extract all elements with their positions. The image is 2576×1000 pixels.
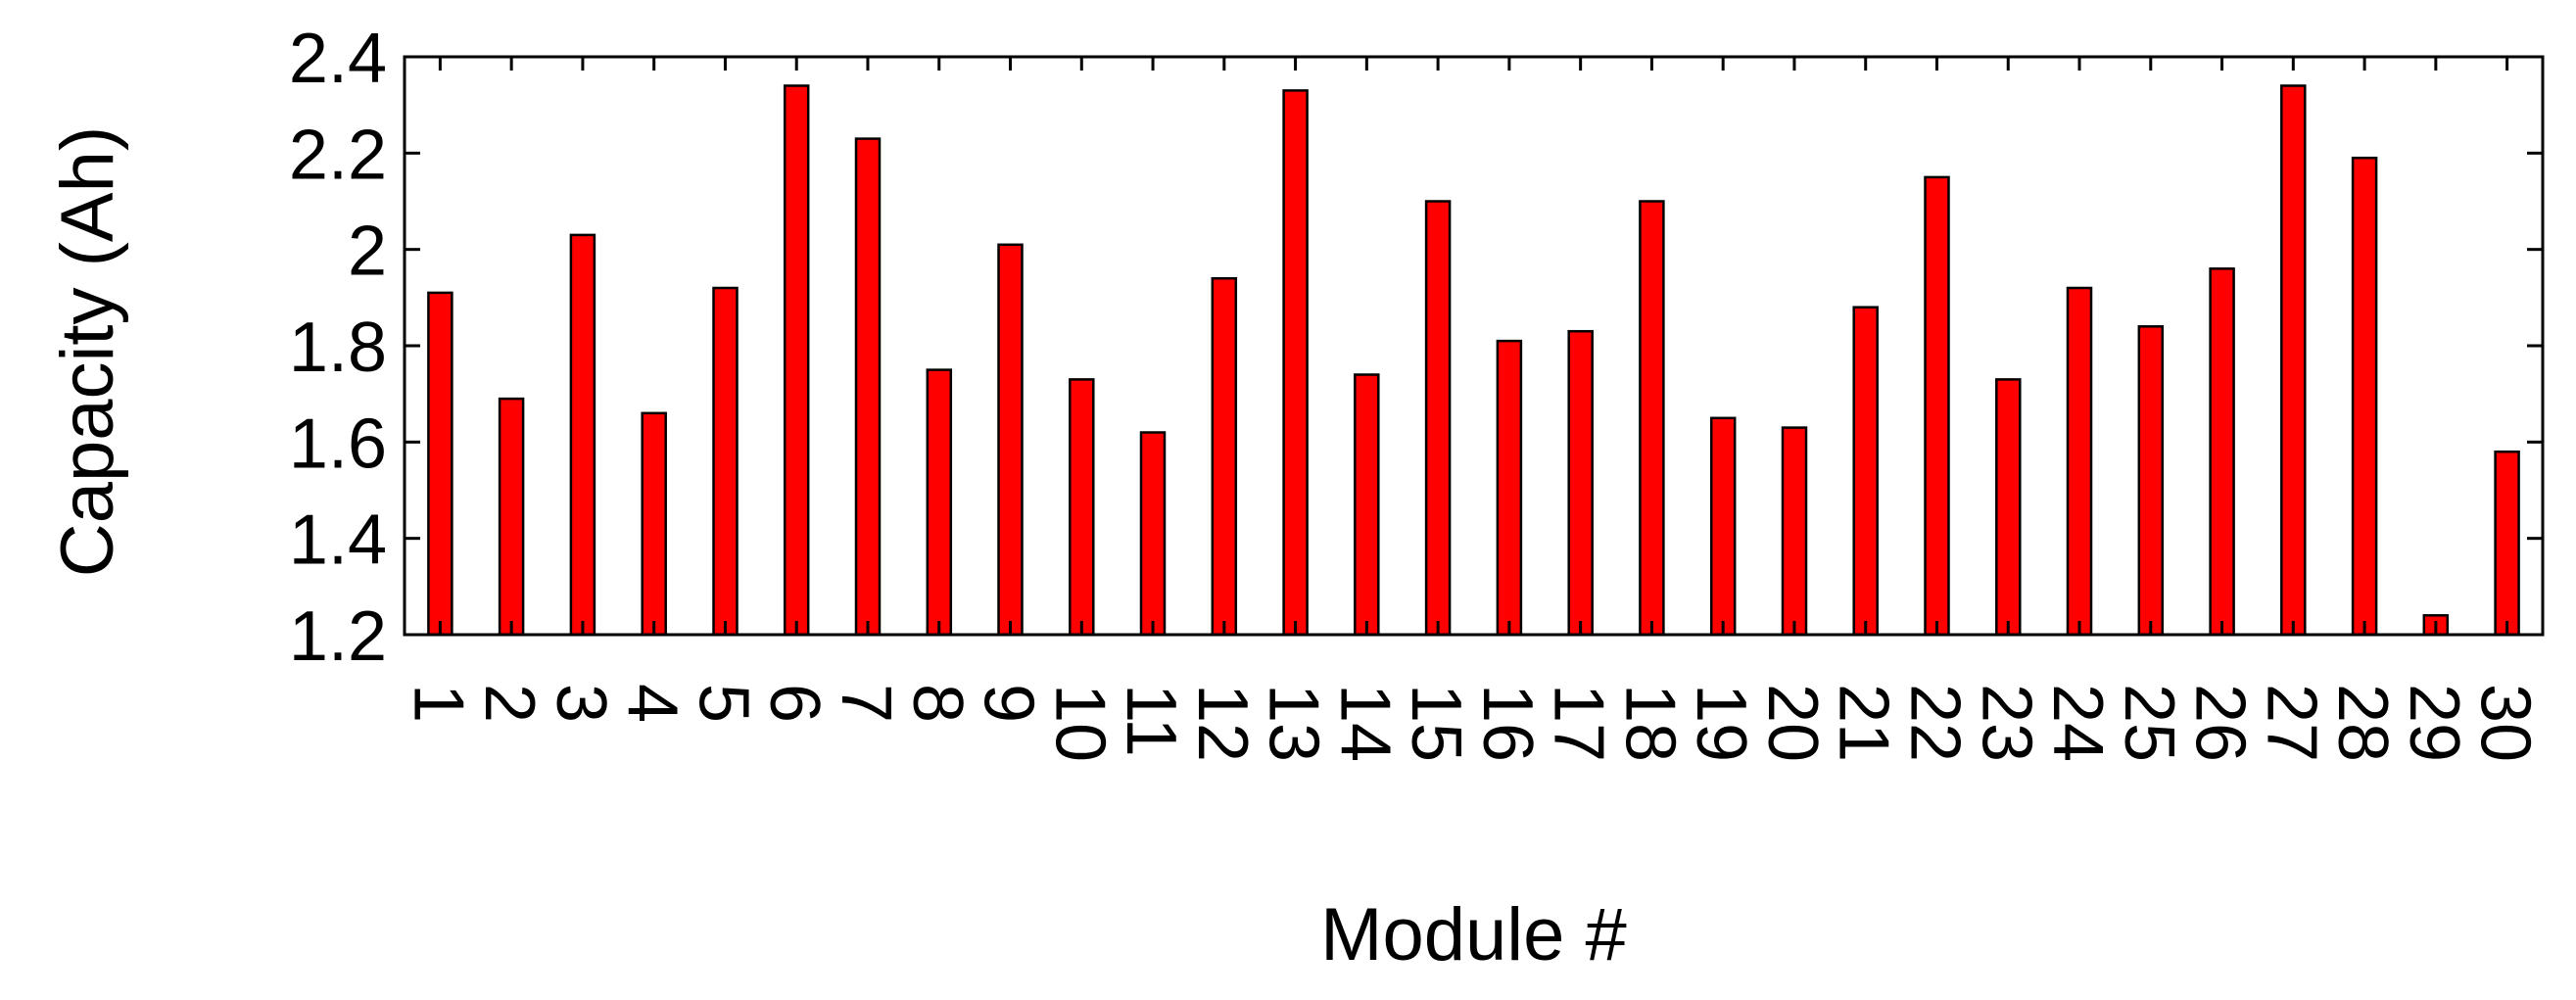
x-tick-label: 1 bbox=[399, 684, 477, 723]
x-tick-label: 23 bbox=[1967, 684, 2045, 762]
bars-group bbox=[427, 84, 2520, 637]
x-tick-label: 4 bbox=[613, 684, 692, 723]
x-axis: 1234567891011121314151617181920212223242… bbox=[399, 57, 2545, 762]
x-tick-label: 19 bbox=[1682, 684, 1760, 762]
bar-module-28 bbox=[2351, 156, 2378, 637]
x-tick-label: 26 bbox=[2181, 684, 2260, 762]
bar-module-14 bbox=[1354, 373, 1380, 637]
x-tick-label: 28 bbox=[2323, 684, 2402, 762]
bar-module-27 bbox=[2280, 84, 2307, 637]
bar-module-9 bbox=[997, 243, 1024, 637]
bar-module-21 bbox=[1852, 306, 1879, 637]
bar-module-4 bbox=[641, 411, 667, 637]
x-tick-label: 2 bbox=[470, 684, 549, 723]
x-tick-label: 9 bbox=[970, 684, 1048, 723]
x-tick-label: 17 bbox=[1540, 684, 1618, 762]
x-tick-label: 14 bbox=[1325, 684, 1404, 762]
y-tick-label: 2.2 bbox=[289, 116, 387, 194]
x-tick-label: 27 bbox=[2252, 684, 2330, 762]
bar-module-6 bbox=[783, 84, 810, 637]
bar-module-25 bbox=[2137, 325, 2165, 637]
bar-module-15 bbox=[1424, 200, 1452, 637]
bar-module-7 bbox=[854, 137, 882, 637]
bar-module-16 bbox=[1496, 339, 1523, 637]
y-tick-label: 1.8 bbox=[289, 309, 387, 387]
bar-module-11 bbox=[1139, 431, 1167, 637]
x-tick-label: 12 bbox=[1183, 684, 1262, 762]
bar-module-2 bbox=[498, 397, 525, 637]
x-tick-label: 3 bbox=[542, 684, 620, 723]
y-tick-label: 1.4 bbox=[289, 501, 387, 580]
bar-module-30 bbox=[2494, 450, 2520, 637]
bar-module-8 bbox=[926, 368, 953, 637]
x-tick-label: 7 bbox=[827, 684, 905, 723]
bar-module-20 bbox=[1781, 426, 1808, 637]
x-axis-title: Module # bbox=[1320, 893, 1627, 976]
x-tick-label: 11 bbox=[1112, 684, 1190, 757]
bar-module-13 bbox=[1282, 89, 1309, 637]
y-tick-label: 2.4 bbox=[289, 20, 387, 98]
x-tick-label: 25 bbox=[2110, 684, 2188, 762]
x-tick-label: 6 bbox=[755, 684, 834, 723]
bar-module-1 bbox=[427, 291, 453, 637]
bar-module-19 bbox=[1709, 416, 1737, 637]
y-tick-label: 2 bbox=[348, 213, 387, 291]
x-tick-label: 30 bbox=[2466, 684, 2545, 762]
x-tick-label: 24 bbox=[2038, 684, 2117, 762]
x-tick-label: 8 bbox=[898, 684, 977, 723]
bar-module-10 bbox=[1069, 378, 1095, 637]
x-tick-label: 22 bbox=[1895, 684, 1974, 762]
x-tick-label: 29 bbox=[2395, 684, 2473, 762]
y-axis-title: Capacity (Ah) bbox=[46, 126, 129, 577]
x-tick-label: 13 bbox=[1255, 684, 1333, 762]
bar-module-23 bbox=[1995, 378, 2022, 637]
bar-module-3 bbox=[569, 233, 596, 637]
x-tick-label: 18 bbox=[1610, 684, 1689, 762]
x-tick-label: 15 bbox=[1397, 684, 1475, 762]
y-axis: 1.2 1.4 1.6 1.8 2 2.2 2.4 bbox=[289, 20, 2543, 676]
bar-module-26 bbox=[2209, 267, 2235, 637]
x-tick-label: 16 bbox=[1468, 684, 1547, 762]
bar-module-22 bbox=[1924, 175, 1950, 637]
x-tick-label: 5 bbox=[684, 684, 762, 723]
bar-module-24 bbox=[2066, 286, 2093, 637]
bar-module-12 bbox=[1211, 276, 1238, 637]
bar-module-18 bbox=[1639, 200, 1665, 637]
x-tick-label: 21 bbox=[1825, 684, 1903, 762]
x-tick-label: 10 bbox=[1040, 684, 1119, 762]
y-tick-label: 1.6 bbox=[289, 405, 387, 483]
bar-module-17 bbox=[1567, 329, 1594, 637]
x-tick-label: 20 bbox=[1753, 684, 1832, 762]
bar-module-5 bbox=[712, 286, 739, 637]
y-tick-label: 1.2 bbox=[289, 597, 387, 676]
